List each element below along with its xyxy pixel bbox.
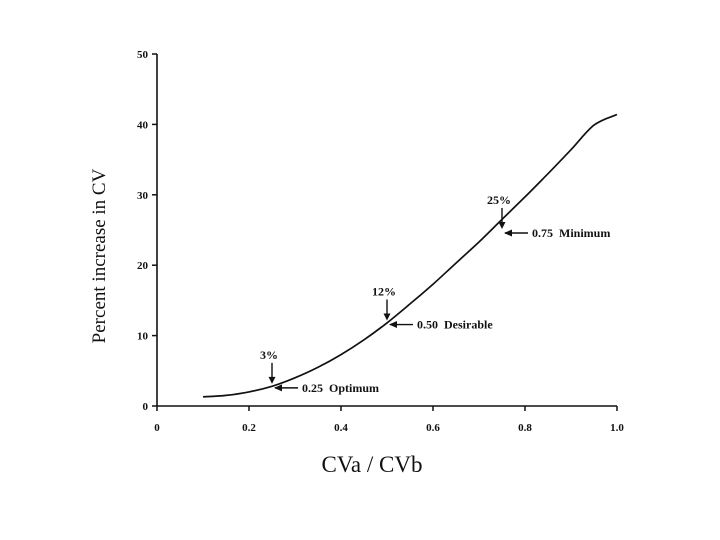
x-tick-label: 0.2 (242, 422, 256, 434)
annotation-description-label: 0.75 Minimum (532, 226, 610, 240)
annotation-down-arrow-icon (268, 376, 276, 384)
axes (156, 54, 617, 407)
x-tick-label: 0.6 (426, 422, 440, 434)
x-tick-label: 0.4 (334, 422, 348, 434)
x-tick-label: 0.8 (518, 422, 532, 434)
y-tick-label: 50 (137, 49, 149, 61)
ticks: 0 10 20 30 40 50 0 0.2 0.4 0.6 0.8 1.0 (137, 49, 624, 434)
annotation: 3% 0.25 Optimum (260, 348, 379, 395)
annotation: 12% 0.50 Desirable (372, 285, 493, 332)
series-line (202, 113, 618, 398)
y-tick-label: 20 (137, 260, 149, 272)
y-tick-label: 0 (143, 401, 149, 413)
annotation-description-label: 0.50 Desirable (417, 318, 493, 332)
annotation-left-arrow-icon (504, 229, 512, 237)
y-tick-label: 10 (137, 331, 149, 343)
x-axis-title: CVa / CVb (322, 452, 423, 477)
annotation-down-arrow-icon (383, 313, 391, 321)
annotations: 3% 0.25 Optimum 12% 0.50 Desirable 25% 0.75 M… (260, 193, 610, 395)
y-tick-label: 40 (137, 119, 149, 131)
x-tick-label: 1.0 (610, 422, 624, 434)
annotation-down-arrow-icon (498, 222, 506, 229)
annotation-description-label: 0.25 Optimum (302, 381, 379, 395)
annotation-left-arrow-icon (274, 384, 282, 392)
annotation-percent-label: 3% (260, 348, 278, 362)
annotation-percent-label: 25% (487, 193, 511, 207)
annotation: 25% 0.75 Minimum (487, 193, 610, 240)
annotation-left-arrow-icon (389, 321, 397, 329)
y-axis-title: Percent increase in CV (89, 168, 110, 343)
y-tick-label: 30 (137, 190, 149, 202)
x-tick-label: 0 (154, 422, 160, 434)
annotation-percent-label: 12% (372, 285, 396, 299)
